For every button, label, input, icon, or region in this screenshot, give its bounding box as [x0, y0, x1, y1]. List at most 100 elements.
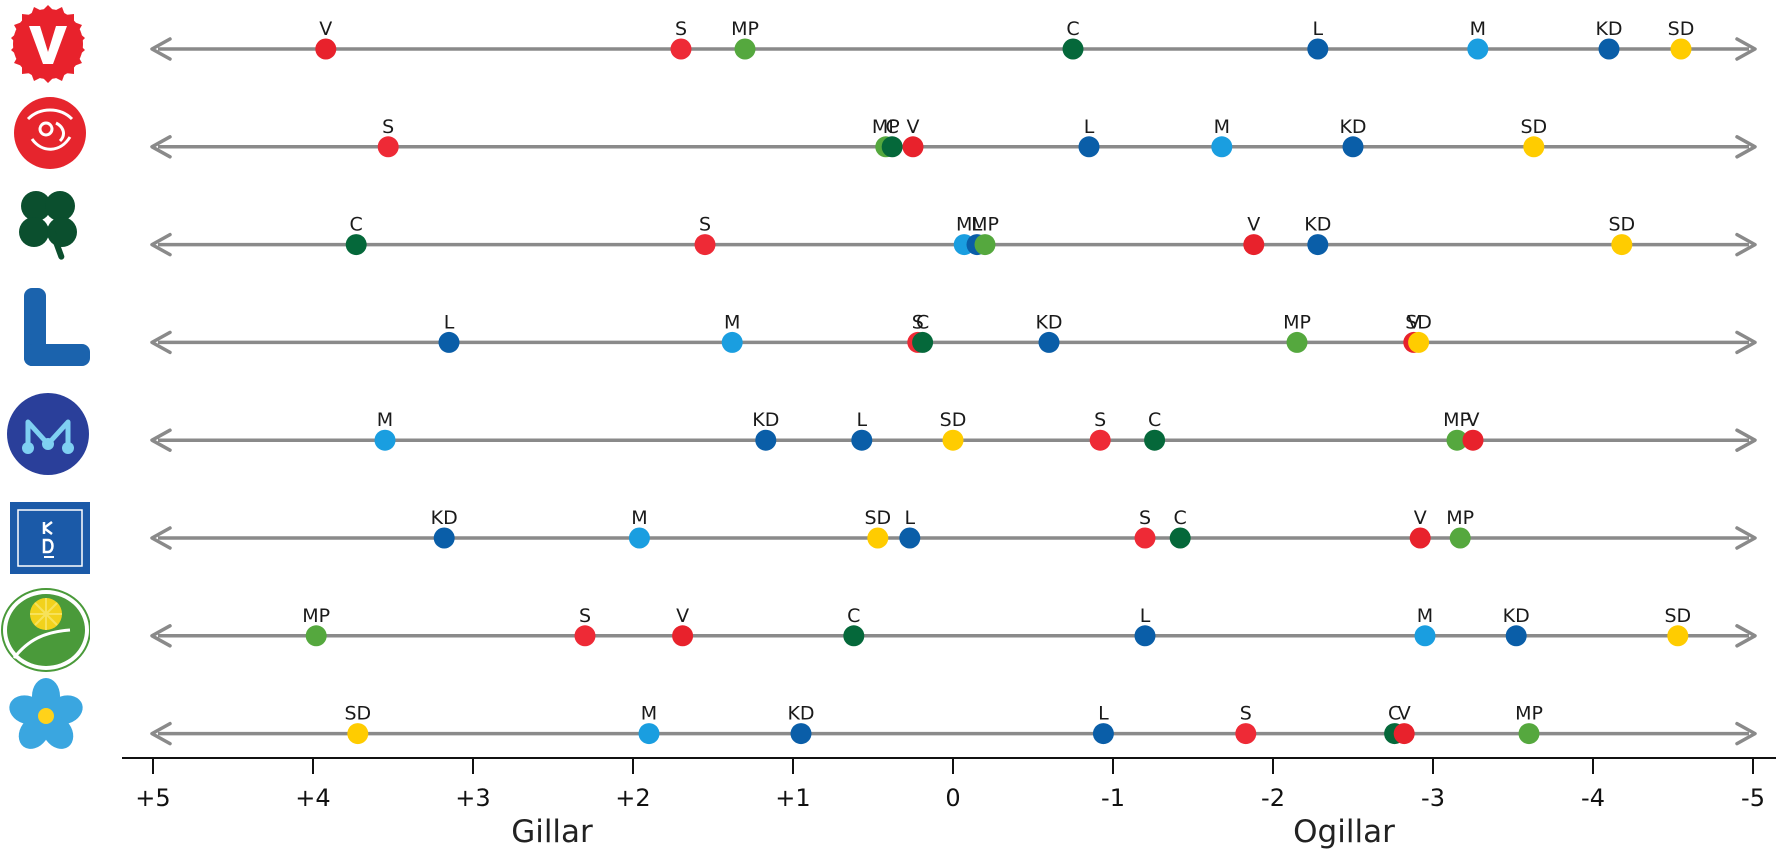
- point-mp: [1286, 331, 1308, 353]
- vansterpartiet-logo: [0, 4, 100, 84]
- point-label-mp: MP: [731, 18, 759, 40]
- x-axis-ticks: +5 +4 +3 +2 +1 0 -1 -2 -3 -4 -5: [135, 758, 1765, 812]
- point-s: [694, 234, 716, 256]
- miljopartiet-logo: [0, 588, 100, 672]
- point-label-sd: SD: [1608, 214, 1635, 236]
- point-label-m: M: [1214, 116, 1230, 138]
- point-label-v: V: [676, 605, 689, 627]
- x-tick-label: -5: [1741, 784, 1765, 812]
- point-label-s: S: [382, 116, 394, 138]
- row-vansterpartiet: V S MP C L M KD SD: [150, 18, 1757, 61]
- point-label-mp: MP: [971, 214, 999, 236]
- point-label-mp: MP: [1515, 703, 1543, 725]
- point-label-c: C: [886, 116, 899, 138]
- point-l: [438, 331, 460, 353]
- point-label-l: L: [972, 214, 983, 236]
- arrow-right-icon: [1735, 428, 1757, 452]
- row-kristdemokraterna: KD M SD L S C V MP: [150, 507, 1757, 550]
- point-label-kd: KD: [752, 409, 779, 431]
- point-label-v: V: [1467, 409, 1480, 431]
- point-m: [638, 723, 660, 745]
- rows-layer: V S MP C L M KD SDS MPC V L M KD SDC S M LMP V KD SDL M SC KD M…: [150, 18, 1757, 746]
- arrow-right-icon: [1735, 232, 1757, 257]
- arrow-right-icon: [1735, 721, 1757, 746]
- point-s: [574, 625, 596, 647]
- point-label-v: V: [1247, 214, 1260, 236]
- x-tick-label: +2: [615, 784, 650, 812]
- point-s: [670, 38, 692, 60]
- point-label-c: C: [916, 311, 929, 333]
- point-label-sd: SD: [864, 507, 891, 529]
- arrow-left-icon: [150, 526, 172, 550]
- point-l: [1092, 723, 1114, 745]
- point-sd: [867, 527, 889, 549]
- row-sverigedemokraterna: SD M KD L S CV MP: [150, 703, 1757, 746]
- x-tick-label: +1: [775, 784, 810, 812]
- point-m: [1467, 38, 1489, 60]
- point-label-v: V: [1407, 311, 1420, 333]
- centerpartiet-logo: [0, 178, 100, 262]
- point-label-m: M: [631, 507, 647, 529]
- point-label-l: L: [905, 507, 916, 529]
- arrow-left-icon: [150, 37, 172, 61]
- point-sd: [347, 723, 369, 745]
- point-c: [881, 136, 903, 158]
- point-sd: [1670, 38, 1692, 60]
- point-label-s: S: [1139, 507, 1151, 529]
- point-label-c: C: [350, 214, 363, 236]
- point-m: [721, 331, 743, 353]
- point-s: [1089, 429, 1111, 451]
- point-l: [1307, 38, 1329, 60]
- point-sd: [1667, 625, 1689, 647]
- point-label-mp: MP: [872, 116, 900, 138]
- sverigedemokraterna-logo: [0, 676, 100, 756]
- point-sd: [1408, 331, 1430, 353]
- point-c: [345, 234, 367, 256]
- x-tick-label: 0: [945, 784, 960, 812]
- row-liberalerna: L M SC KD MP VSD: [150, 311, 1757, 355]
- point-s: [377, 136, 399, 158]
- arrow-left-icon: [150, 232, 172, 257]
- point-v: [672, 625, 694, 647]
- point-m: [374, 429, 396, 451]
- arrow-left-icon: [150, 330, 172, 355]
- point-label-l: L: [1313, 18, 1324, 40]
- point-c: [843, 625, 865, 647]
- point-c: [1062, 38, 1084, 60]
- point-mp: [1518, 723, 1540, 745]
- arrow-left-icon: [150, 428, 172, 452]
- point-label-kd: KD: [1035, 311, 1062, 333]
- point-l: [899, 527, 921, 549]
- point-kd: [1342, 136, 1364, 158]
- point-label-c: C: [847, 605, 860, 627]
- point-s: [1235, 723, 1257, 745]
- point-l: [1134, 625, 1156, 647]
- moderaterna-logo: [0, 392, 100, 476]
- point-label-mp: MP: [1283, 311, 1311, 333]
- x-axis: +5 +4 +3 +2 +1 0 -1 -2 -3 -4 -5 Gillar Ogillar: [122, 757, 1776, 850]
- point-label-m: M: [377, 409, 393, 431]
- point-v: [902, 136, 924, 158]
- point-label-sd: SD: [1664, 605, 1691, 627]
- arrow-right-icon: [1735, 526, 1757, 550]
- point-kd: [790, 723, 812, 745]
- arrow-right-icon: [1735, 37, 1757, 61]
- point-label-sd: SD: [1520, 116, 1547, 138]
- point-sd: [942, 429, 964, 451]
- point-c: [1169, 527, 1191, 549]
- point-label-kd: KD: [1595, 18, 1622, 40]
- point-v: [1462, 429, 1484, 451]
- point-label-c: C: [1066, 18, 1079, 40]
- arrow-right-icon: [1735, 330, 1757, 355]
- point-label-l: L: [857, 409, 868, 431]
- point-label-c: C: [1388, 703, 1401, 725]
- point-label-m: M: [641, 703, 657, 725]
- row-centerpartiet: C S M LMP V KD SD: [150, 214, 1757, 257]
- point-m: [1414, 625, 1436, 647]
- point-label-l: L: [1140, 605, 1151, 627]
- point-v: [1393, 723, 1415, 745]
- axis-left-label: Gillar: [511, 814, 593, 850]
- socialdemokraterna-logo: [0, 92, 100, 174]
- point-label-kd: KD: [787, 703, 814, 725]
- point-label-s: S: [1240, 703, 1252, 725]
